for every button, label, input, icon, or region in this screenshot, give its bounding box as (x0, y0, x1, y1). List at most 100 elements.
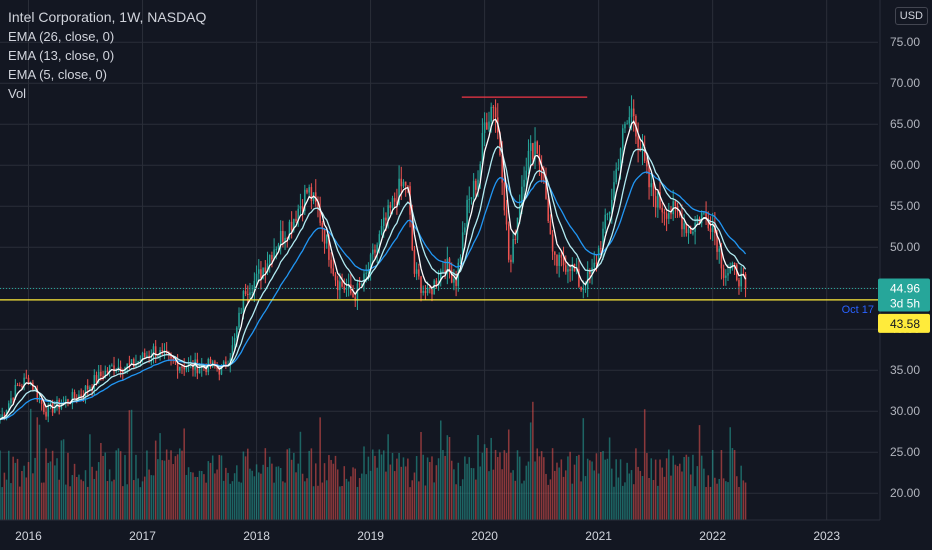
y-tick-label: 70.00 (890, 76, 920, 90)
volume-bar (409, 487, 411, 520)
volume-bar (393, 471, 396, 520)
candle-body (323, 229, 326, 244)
volume-bar (93, 478, 96, 520)
candle-body (282, 231, 284, 242)
y-tick-label: 30.00 (890, 404, 920, 418)
volume-bar (464, 456, 466, 520)
candle-body (170, 355, 172, 359)
volume-bar (516, 450, 519, 520)
candle-body (304, 189, 306, 212)
volume-bar (244, 456, 247, 520)
volume-bar (472, 468, 475, 520)
candle-body (668, 213, 670, 219)
volume-bar (558, 467, 560, 520)
legend-ema26[interactable]: EMA (26, close, 0) (8, 29, 115, 44)
candle-body (733, 262, 736, 265)
candle-body (442, 270, 444, 272)
legend-ema13[interactable]: EMA (13, close, 0) (8, 48, 115, 63)
y-tick-label: 20.00 (890, 486, 920, 500)
candle-body (628, 117, 631, 124)
candle-body (455, 278, 457, 286)
candle-body (8, 403, 10, 410)
volume-bar (450, 460, 453, 520)
x-tick-label: 2017 (129, 529, 156, 543)
candle-body (589, 271, 591, 274)
candle-body (580, 286, 582, 290)
volume-bar (523, 480, 525, 520)
volume-bar (722, 478, 725, 520)
volume-bar (325, 480, 328, 520)
volume-bar (411, 480, 414, 520)
candle-body (709, 228, 712, 232)
candle-body (554, 251, 556, 255)
legend-volume[interactable]: Vol (8, 86, 27, 101)
candle-body (172, 358, 174, 361)
volume-bar (209, 462, 212, 520)
candle-body (5, 409, 8, 416)
candle-body (477, 179, 479, 190)
candle-body (266, 263, 269, 273)
candle-body (632, 108, 635, 116)
candle-body (25, 377, 28, 379)
candle-body (18, 385, 21, 387)
volume-bar (521, 483, 523, 520)
volume-bar (49, 461, 52, 520)
candle-body (84, 385, 87, 397)
candle-body (260, 269, 262, 279)
volume-bar (341, 485, 343, 520)
volume-bar (146, 450, 148, 520)
candle-body (521, 186, 523, 207)
legend-ema5[interactable]: EMA (5, close, 0) (8, 67, 107, 82)
volume-bar (60, 440, 63, 520)
currency-button[interactable]: USD (894, 7, 928, 25)
candle-body (466, 199, 468, 228)
volume-bar (323, 463, 326, 520)
volume-bar (161, 460, 164, 520)
volume-bar (3, 472, 6, 520)
candle-body (529, 143, 532, 151)
volume-bar (628, 473, 631, 520)
candle-body (54, 407, 56, 413)
candle-body (389, 205, 392, 208)
chart-title: Intel Corporation, 1W, NASDAQ (8, 9, 207, 25)
volume-bar (560, 459, 563, 520)
volume-bar (426, 457, 429, 520)
volume-bar (369, 470, 372, 520)
volume-bar (220, 455, 223, 520)
volume-bar (233, 473, 236, 520)
candle-body (597, 248, 600, 263)
volume-bar (442, 450, 444, 520)
volume-bar (67, 452, 69, 520)
volume-bar (271, 463, 273, 520)
volume-bar (0, 450, 1, 520)
candle-body (255, 273, 258, 281)
volume-bar (540, 451, 543, 520)
candle-body (347, 284, 350, 289)
candle-body (503, 182, 506, 211)
candle-body (325, 235, 328, 244)
candle-body (683, 223, 685, 230)
candle-body (21, 385, 23, 387)
volume-bar (573, 464, 576, 520)
candle-body (286, 237, 289, 239)
candle-body (567, 269, 569, 272)
candle-body (321, 222, 324, 230)
volume-bar (32, 473, 34, 520)
candle-body (361, 284, 363, 286)
volume-bar (729, 427, 731, 520)
volume-bar (499, 452, 501, 520)
candle-body (273, 249, 275, 260)
volume-bar (130, 409, 133, 520)
y-tick-label: 55.00 (890, 199, 920, 213)
candle-body (657, 192, 659, 208)
candle-body (472, 180, 475, 198)
volume-bar (126, 484, 128, 520)
candle-body (404, 181, 407, 186)
volume-bar (163, 460, 166, 520)
volume-bar (510, 472, 512, 520)
candle-body (183, 366, 185, 370)
candle-body (608, 211, 611, 214)
volume-bar (361, 473, 363, 520)
candle-body (459, 257, 462, 263)
